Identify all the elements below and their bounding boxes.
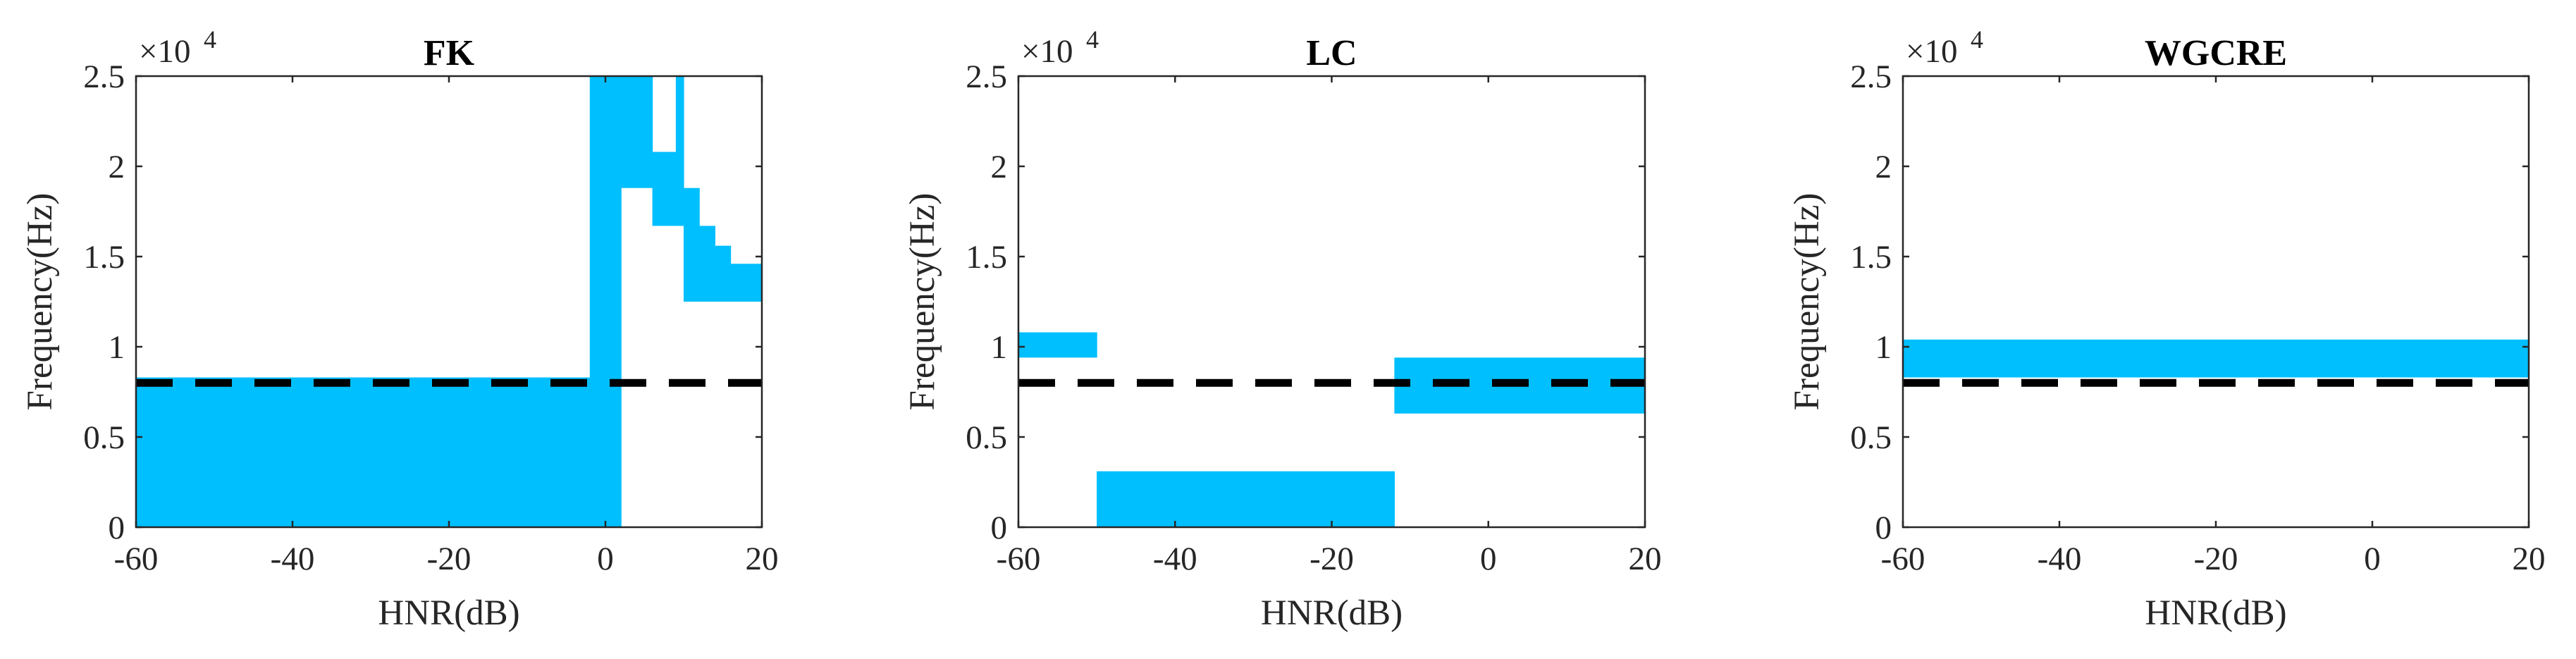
y-axis-label: Frequency(Hz) <box>20 193 60 411</box>
band-3 <box>652 152 677 226</box>
panel-lc: -60 -40 -20 0 20 0 0.5 1 1.5 2 2.5 ×10 4 LC HNR(dB) Fre… <box>903 25 1662 633</box>
y-axis-label: Frequency(Hz) <box>903 193 942 411</box>
plot-area <box>1018 76 1645 527</box>
x-axis-label: HNR(dB) <box>378 593 519 633</box>
band-1 <box>589 76 622 527</box>
y-tick-label: 0.5 <box>83 419 125 456</box>
y-exponent-label: ×10 <box>1906 33 1958 70</box>
x-tick-label: -60 <box>1881 541 1925 577</box>
x-tick-label: -60 <box>114 541 159 577</box>
x-tick-label: -60 <box>997 541 1041 577</box>
y-exponent-power: 4 <box>1086 25 1099 54</box>
x-tick-label: -20 <box>2194 541 2238 577</box>
y-tick-label: 2 <box>1875 149 1892 185</box>
y-tick-label: 2.5 <box>1850 58 1892 95</box>
band-0 <box>1018 332 1097 358</box>
y-tick-label: 0.5 <box>1850 419 1892 456</box>
y-tick-label: 0 <box>109 510 125 546</box>
x-axis-label: HNR(dB) <box>2145 593 2286 633</box>
band-7 <box>715 245 732 302</box>
chart-title: FK <box>424 33 475 73</box>
x-tick-label: -40 <box>1153 541 1197 577</box>
y-tick-label: 0 <box>1875 510 1892 546</box>
band-5 <box>684 187 700 302</box>
y-exponent-power: 4 <box>204 25 216 54</box>
chart-title: LC <box>1306 33 1357 73</box>
y-exponent-power: 4 <box>1971 25 1983 54</box>
band-6 <box>699 226 715 302</box>
y-tick-label: 2 <box>109 149 125 185</box>
x-tick-label: 20 <box>1629 541 1662 577</box>
x-tick-label: 20 <box>746 541 779 577</box>
y-axis-label: Frequency(Hz) <box>1787 193 1827 411</box>
x-axis-label: HNR(dB) <box>1261 593 1403 633</box>
band-0 <box>136 377 591 527</box>
y-tick-label: 2 <box>991 149 1008 185</box>
band-0 <box>1903 339 2529 378</box>
x-tick-label: -20 <box>427 541 472 577</box>
y-tick-label: 0.5 <box>966 419 1007 456</box>
y-tick-label: 2.5 <box>83 58 125 95</box>
y-exponent-label: ×10 <box>139 33 191 70</box>
y-tick-label: 1.5 <box>1850 239 1892 276</box>
x-tick-label: -40 <box>2038 541 2082 577</box>
y-tick-label: 0 <box>991 510 1008 546</box>
panel-fk: -60 -40 -20 0 20 0 0.5 1 1.5 2 2.5 ×10 4 FK HNR(dB) Fre… <box>20 25 779 633</box>
band-8 <box>730 264 763 302</box>
y-tick-label: 1 <box>1875 329 1892 366</box>
y-tick-label: 1.5 <box>83 239 125 276</box>
band-4 <box>675 76 684 226</box>
x-tick-label: 0 <box>2364 541 2381 577</box>
band-1 <box>1097 471 1395 527</box>
y-tick-label: 1 <box>109 329 125 366</box>
y-exponent-label: ×10 <box>1021 33 1073 70</box>
plot-area <box>1903 76 2529 527</box>
x-tick-label: 0 <box>597 541 614 577</box>
x-tick-label: -20 <box>1309 541 1354 577</box>
band-2 <box>621 76 653 188</box>
panel-wgcre: -60 -40 -20 0 20 0 0.5 1 1.5 2 2.5 ×10 4 WGCRE HNR(dB)… <box>1787 25 2546 633</box>
x-tick-label: -40 <box>271 541 315 577</box>
y-tick-label: 1 <box>991 329 1008 366</box>
x-tick-label: 0 <box>1480 541 1497 577</box>
y-tick-label: 1.5 <box>966 239 1007 276</box>
x-tick-label: 20 <box>2513 541 2546 577</box>
chart-title: WGCRE <box>2145 33 2287 73</box>
y-tick-label: 2.5 <box>966 58 1007 95</box>
